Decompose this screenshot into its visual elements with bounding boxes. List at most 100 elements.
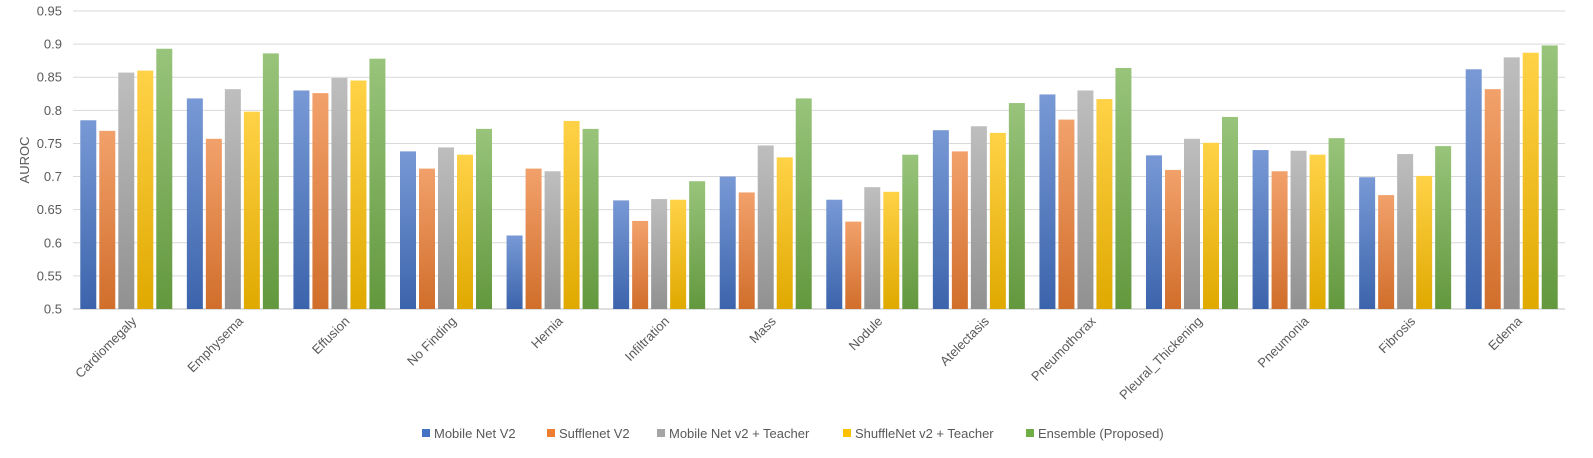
bar <box>1203 142 1219 309</box>
x-tick-label: Pneumothorax <box>1028 313 1099 384</box>
bar <box>845 221 862 309</box>
bar <box>689 181 706 309</box>
bar <box>1271 171 1288 309</box>
bar <box>1541 45 1558 310</box>
bar <box>826 199 843 309</box>
bar <box>651 199 668 309</box>
bar <box>582 128 599 309</box>
y-tick-label: 0.85 <box>37 70 62 85</box>
y-tick-label: 0.65 <box>37 202 62 217</box>
bar <box>262 53 279 310</box>
y-axis: 0.5 0.55 0.6 0.65 0.7 0.75 0.8 0.85 0.9 0.95 <box>37 4 62 317</box>
legend-item: ShuffleNet v2 + Teacher <box>843 426 994 441</box>
legend-item: Mobile Net v2 + Teacher <box>657 426 810 441</box>
bar <box>156 48 173 309</box>
bar <box>1416 175 1433 309</box>
bar <box>563 120 580 309</box>
x-tick-label: Cardiomegaly <box>72 313 140 381</box>
bar <box>902 154 919 309</box>
x-tick-label: Fibrosis <box>1375 313 1418 356</box>
bar <box>951 151 968 309</box>
bar <box>400 151 416 309</box>
bar <box>989 132 1006 309</box>
legend-label: Mobile Net v2 + Teacher <box>669 426 810 441</box>
bar <box>293 90 310 309</box>
bar <box>350 80 367 310</box>
legend-swatch <box>843 429 851 437</box>
x-tick-label: No Finding <box>404 314 459 369</box>
y-tick-label: 0.5 <box>44 302 62 317</box>
bar <box>1484 89 1501 310</box>
y-axis-title: AUROC <box>17 137 32 184</box>
bar <box>118 72 135 309</box>
bar <box>864 187 881 309</box>
legend-swatch <box>657 429 665 437</box>
y-tick-label: 0.75 <box>37 136 62 151</box>
legend-label: Ensemble (Proposed) <box>1038 426 1164 441</box>
bar <box>1435 146 1452 309</box>
bar <box>757 145 774 309</box>
legend-swatch <box>547 429 555 437</box>
bar <box>1008 103 1025 309</box>
bar <box>1096 99 1113 309</box>
bar <box>1359 177 1376 309</box>
y-tick-label: 0.95 <box>37 4 62 19</box>
bar <box>205 138 222 309</box>
legend-item: Sufflenet V2 <box>547 426 630 441</box>
legend-swatch <box>422 429 430 437</box>
bar <box>776 157 793 309</box>
bar <box>1328 138 1345 309</box>
bar <box>243 111 260 309</box>
x-tick-label: Hernia <box>528 313 566 351</box>
bar <box>80 120 97 310</box>
bar <box>1309 154 1326 309</box>
bar <box>932 130 949 309</box>
bar <box>970 126 987 309</box>
x-tick-label: Atelectasis <box>937 313 992 368</box>
bar <box>312 93 329 309</box>
bar <box>1039 94 1056 309</box>
bar <box>883 191 900 309</box>
bar <box>476 128 492 309</box>
bar <box>1378 195 1395 309</box>
x-tick-label: Effusion <box>309 314 353 358</box>
bar <box>419 168 435 309</box>
y-tick-label: 0.6 <box>44 235 62 250</box>
bar <box>1058 119 1075 309</box>
x-tick-label: Infiltration <box>622 314 672 364</box>
bar <box>670 199 687 309</box>
bar <box>137 70 154 309</box>
x-tick-label: Nodule <box>846 314 886 354</box>
x-tick-label: Edema <box>1485 313 1525 353</box>
bar <box>506 235 523 309</box>
bar <box>1222 116 1238 309</box>
legend: Mobile Net V2 Sufflenet V2 Mobile Net v2 +… <box>422 426 1164 441</box>
y-tick-label: 0.55 <box>37 268 62 283</box>
bar <box>544 171 561 309</box>
bar <box>438 147 454 309</box>
bar <box>613 200 630 309</box>
bar <box>738 192 755 309</box>
y-tick-label: 0.7 <box>44 169 62 184</box>
y-tick-label: 0.8 <box>44 103 62 118</box>
bar <box>1290 150 1307 309</box>
legend-label: Sufflenet V2 <box>559 426 630 441</box>
x-tick-label: Mass <box>746 313 779 346</box>
bar <box>1465 69 1482 309</box>
bar <box>1077 90 1094 309</box>
bar <box>1252 150 1269 309</box>
y-tick-label: 0.9 <box>44 37 62 52</box>
legend-item: Ensemble (Proposed) <box>1026 426 1164 441</box>
x-tick-label: Pleural_Thickening <box>1116 314 1205 403</box>
bar <box>1115 67 1132 309</box>
bar <box>1184 138 1200 309</box>
legend-swatch <box>1026 429 1034 437</box>
bar <box>369 58 386 310</box>
x-tick-label: Emphysema <box>184 313 246 375</box>
bar <box>186 98 203 309</box>
bar <box>1397 154 1414 309</box>
bar <box>1146 155 1162 309</box>
bar <box>1165 169 1181 309</box>
